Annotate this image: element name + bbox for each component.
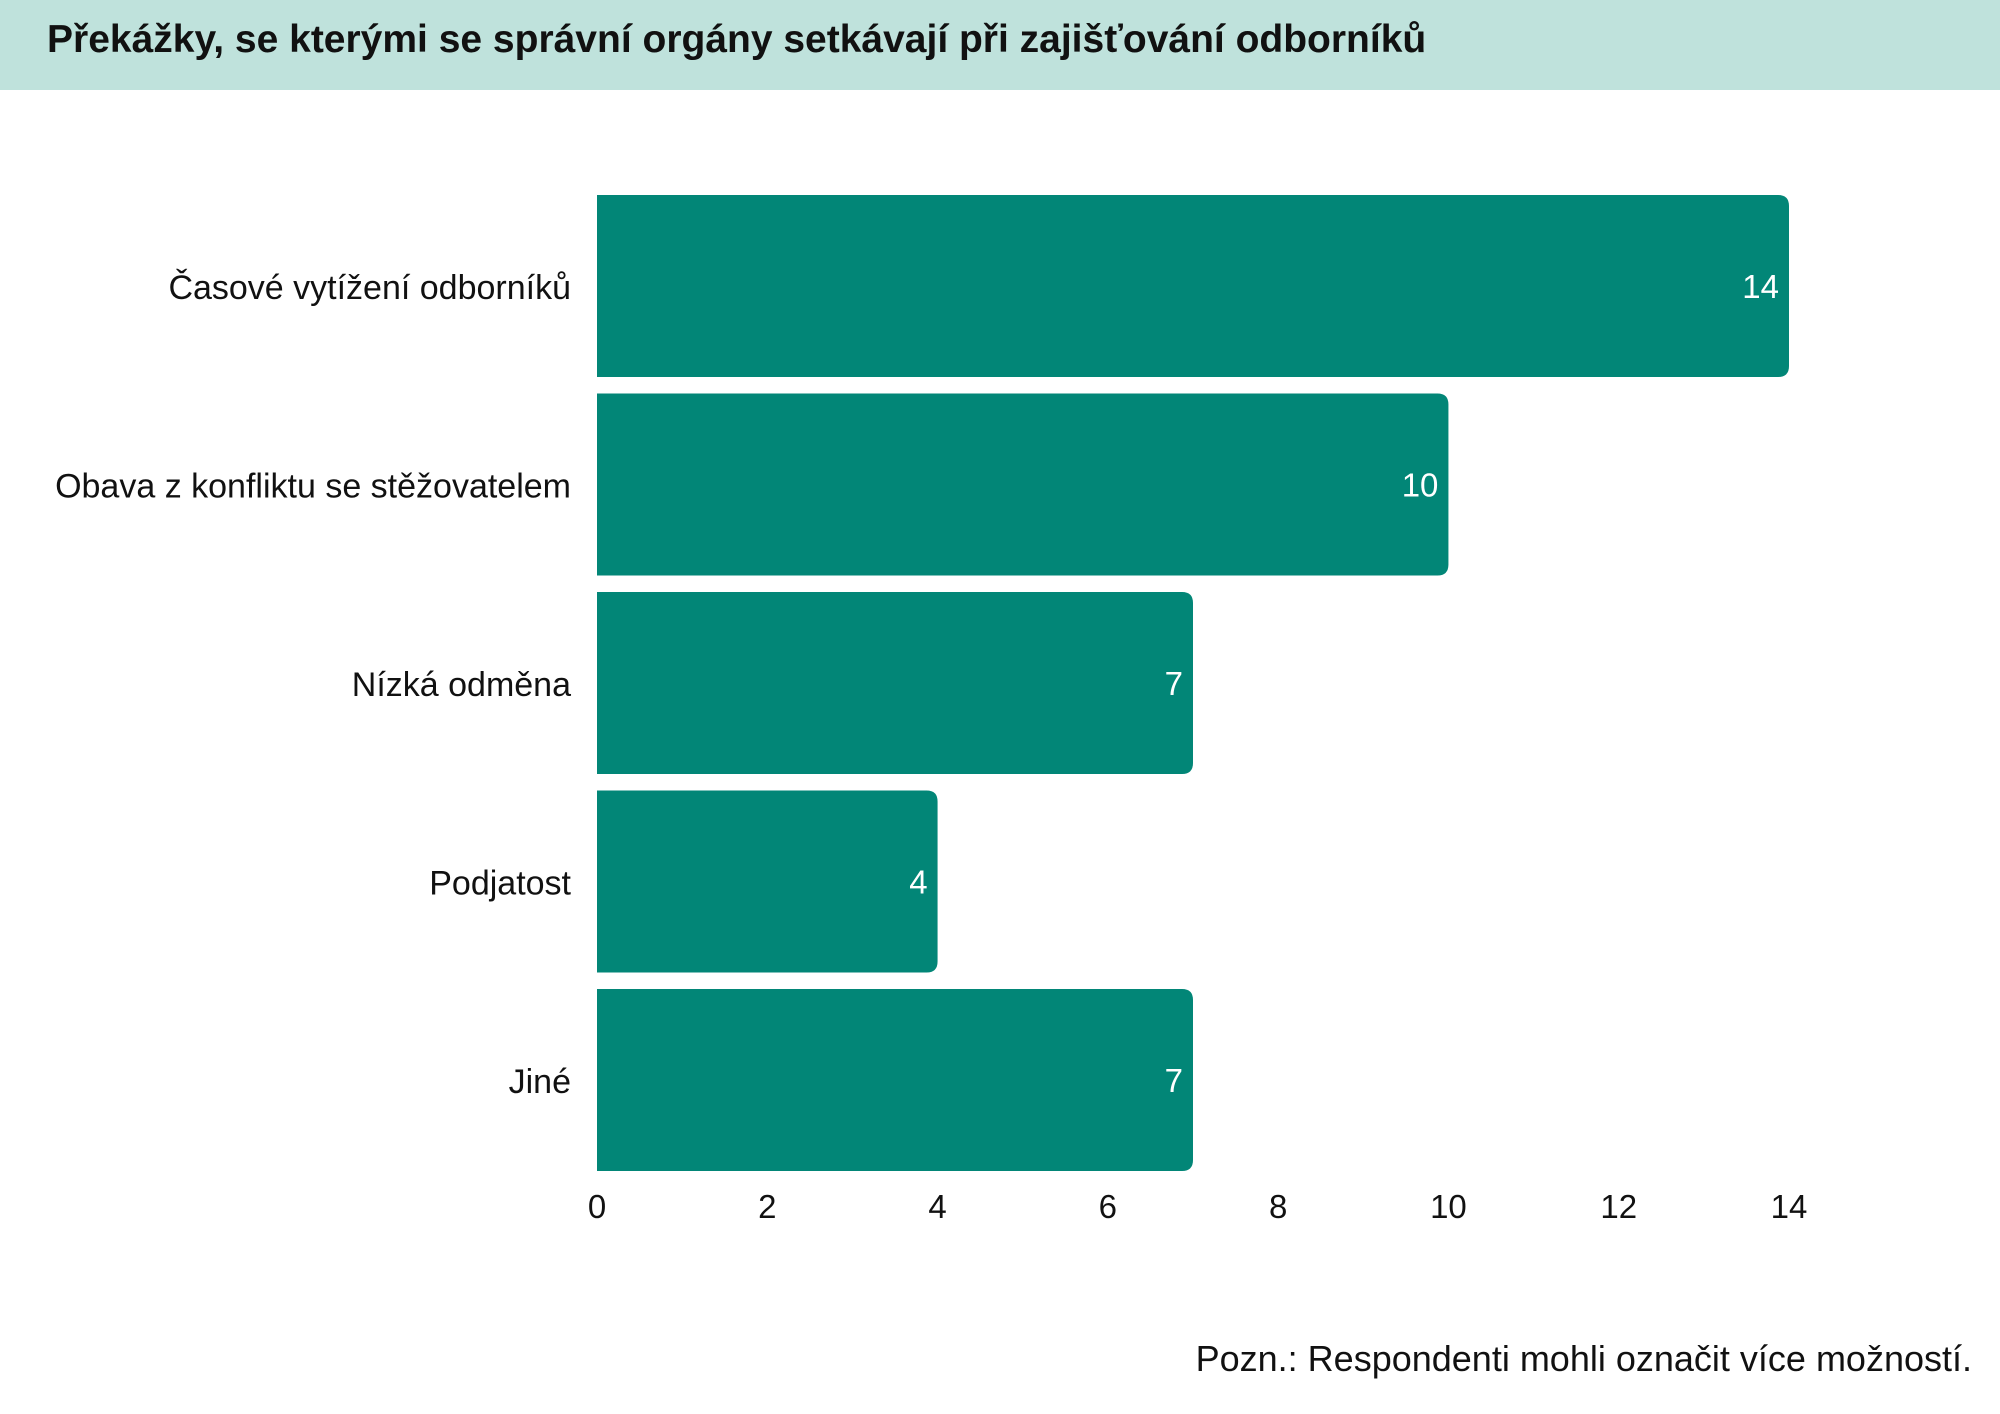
x-tick-label: 12 [1600,1188,1637,1225]
value-label: 7 [1165,1062,1183,1099]
x-tick-label: 0 [588,1188,606,1225]
value-label: 10 [1402,467,1439,504]
chart-title: Překážky, se kterými se správní orgány s… [47,18,1427,61]
bar-nizka-odmena [597,592,1193,774]
x-tick-label: 8 [1269,1188,1287,1225]
value-label: 14 [1742,268,1779,305]
category-label: Podjatost [429,865,571,903]
bar-obava-z-konfliktu-se-stezovatelem [597,393,1449,576]
bar-jine [597,989,1193,1171]
footnote: Pozn.: Respondenti mohli označit více mo… [1195,1338,1972,1379]
x-tick-label: 14 [1771,1188,1808,1225]
title-band: Překážky, se kterými se správní orgány s… [0,0,2000,90]
category-label: Nízká odměna [352,666,571,704]
category-label: Časové vytížení odborníků [168,269,571,307]
value-label: 7 [1165,665,1183,702]
category-label: Obava z konfliktu se stěžovatelem [55,468,571,506]
bar-casove-vytizeni-odborniku [597,195,1789,377]
value-label: 4 [909,864,927,901]
x-tick-label: 4 [928,1188,946,1225]
x-tick-label: 10 [1430,1188,1467,1225]
x-tick-label: 2 [758,1188,776,1225]
category-label: Jiné [509,1063,571,1101]
x-tick-label: 6 [1099,1188,1117,1225]
bar-podjatost [597,790,938,973]
